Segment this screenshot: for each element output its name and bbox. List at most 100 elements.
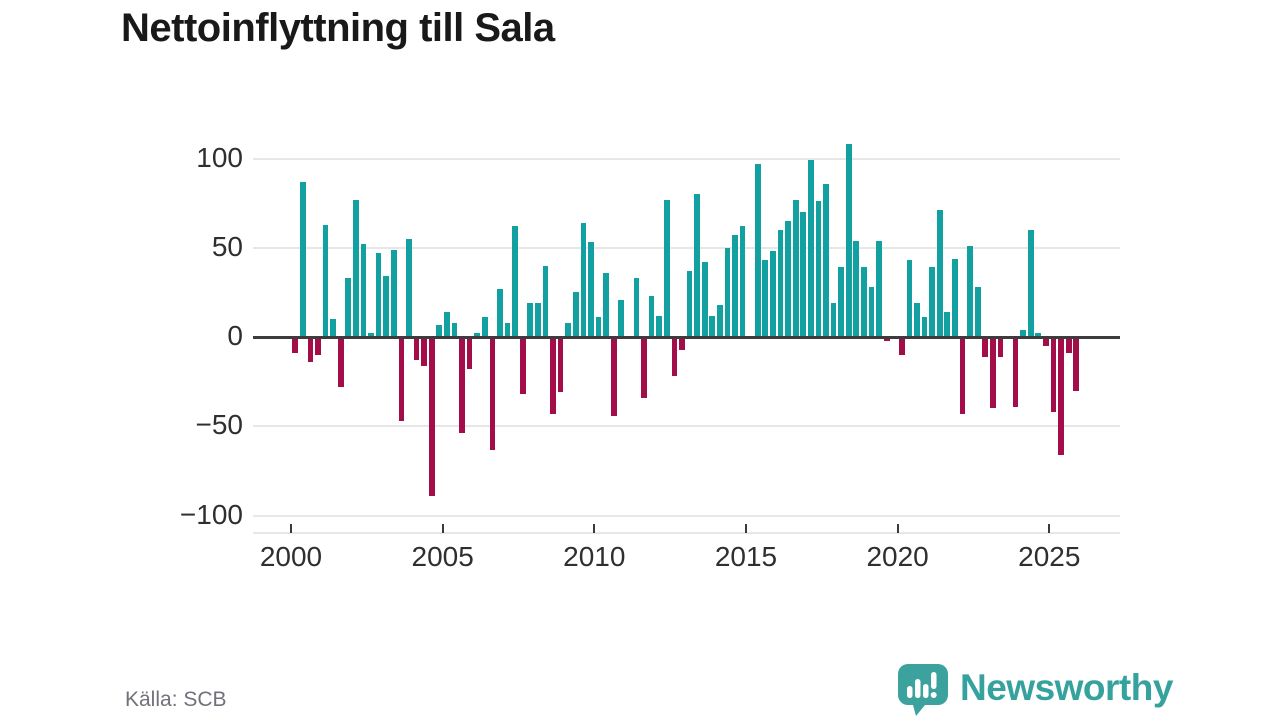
bar-2013-Q4 [709, 315, 716, 337]
y-axis-label: 50 [211, 231, 243, 262]
bar-2016-Q2 [785, 221, 791, 337]
bar-2019-Q1 [868, 287, 875, 337]
bar-2006-Q1 [474, 333, 481, 337]
bar-2007-Q1 [504, 322, 511, 337]
bar-2014-Q3 [732, 235, 738, 337]
bar-2000-Q2 [299, 181, 306, 337]
bar-2010-Q4 [618, 299, 625, 337]
newsworthy-logo[interactable]: Newsworthy [897, 663, 1173, 720]
bar-2016-Q1 [777, 229, 784, 337]
zero-baseline [253, 335, 1120, 339]
bar-2013-Q2 [694, 194, 700, 337]
bar-2005-Q2 [451, 322, 458, 337]
x-axis-tick-2025 [1048, 524, 1051, 533]
bar-2001-Q2 [330, 319, 336, 337]
y-axis-label: 0 [227, 320, 243, 351]
bar-2004-Q1 [413, 337, 420, 361]
x-axis-label-2025: 2025 [1018, 541, 1081, 572]
bar-2003-Q4 [406, 238, 412, 337]
bar-2017-Q1 [807, 160, 814, 337]
bar-2024-Q3 [1035, 333, 1042, 337]
bar-2011-Q4 [648, 295, 655, 337]
bar-2002-Q1 [353, 199, 359, 337]
gridline-100 [253, 158, 1120, 160]
bar-2021-Q1 [929, 267, 936, 337]
bar-2013-Q1 [686, 271, 693, 337]
bar-2002-Q3 [368, 333, 374, 337]
bar-2014-Q1 [716, 304, 723, 337]
x-axis-tick-2010 [593, 524, 596, 533]
bar-2005-Q1 [444, 312, 450, 337]
bar-2022-Q3 [974, 287, 981, 337]
bar-2024-Q2 [1027, 229, 1034, 337]
bar-2025-Q2 [1058, 337, 1064, 455]
bar-2015-Q2 [754, 163, 761, 337]
y-axis-label: −50 [195, 409, 244, 440]
bar-2009-Q4 [588, 242, 594, 337]
bar-2021-Q2 [936, 210, 943, 337]
x-axis-line [253, 532, 1120, 534]
bar-2023-Q4 [1012, 337, 1019, 407]
x-axis-tick-2020 [896, 524, 899, 533]
bar-2008-Q2 [542, 265, 549, 337]
bar-2008-Q4 [557, 337, 564, 393]
bar-2020-Q1 [898, 337, 905, 355]
bar-2014-Q4 [739, 226, 746, 337]
bar-2011-Q3 [641, 337, 647, 398]
bar-2012-Q2 [663, 199, 670, 337]
x-axis-tick-2005 [441, 524, 444, 533]
y-axis-label: −100 [179, 499, 243, 530]
bar-2006-Q2 [481, 317, 488, 337]
bar-2012-Q1 [656, 315, 663, 337]
bar-2005-Q4 [466, 337, 473, 370]
bar-2020-Q2 [906, 260, 913, 337]
bar-2015-Q4 [770, 251, 776, 337]
bar-2010-Q2 [603, 272, 609, 337]
newsworthy-bubble-chart-icon [897, 663, 949, 720]
bar-2007-Q4 [527, 303, 534, 337]
x-axis-label-2020: 2020 [866, 541, 929, 572]
bar-2021-Q3 [944, 312, 951, 337]
bar-2021-Q4 [952, 258, 958, 337]
bar-2003-Q2 [390, 249, 397, 337]
bar-2019-Q3 [883, 337, 890, 341]
gridline--100 [253, 515, 1120, 517]
bar-2014-Q2 [724, 247, 731, 338]
bar-2024-Q4 [1043, 337, 1049, 346]
bar-2022-Q1 [959, 337, 966, 414]
bar-2003-Q3 [398, 337, 405, 421]
bar-2000-Q1 [292, 337, 299, 354]
bar-2017-Q4 [830, 303, 837, 337]
bar-2000-Q4 [315, 337, 321, 355]
bar-2001-Q4 [345, 278, 352, 337]
bar-2025-Q1 [1050, 337, 1057, 412]
bar-2023-Q2 [997, 337, 1004, 357]
bar-2012-Q4 [679, 337, 685, 350]
bar-2017-Q3 [823, 183, 829, 337]
bar-2002-Q2 [360, 244, 367, 337]
bar-2003-Q1 [383, 276, 390, 337]
bar-2008-Q3 [550, 337, 556, 414]
bar-2022-Q2 [967, 246, 973, 337]
bar-2004-Q3 [428, 337, 435, 496]
source-note: Källa: SCB [125, 688, 227, 711]
bar-2001-Q1 [322, 224, 329, 337]
gridline--50 [253, 425, 1120, 427]
bar-2008-Q1 [535, 303, 541, 337]
bar-2017-Q2 [815, 201, 822, 337]
bar-2009-Q3 [580, 222, 587, 337]
x-axis-label-2005: 2005 [411, 541, 474, 572]
bar-2007-Q2 [512, 226, 518, 337]
bar-2000-Q3 [307, 337, 314, 362]
bar-2006-Q3 [489, 337, 496, 450]
bar-2012-Q3 [671, 337, 678, 377]
y-axis-label: 100 [196, 142, 243, 173]
x-axis-label-2000: 2000 [259, 541, 323, 572]
bar-2018-Q4 [861, 267, 867, 337]
x-axis-label-2010: 2010 [563, 541, 626, 572]
gridline-50 [253, 247, 1120, 249]
bar-2025-Q3 [1065, 337, 1072, 354]
bar-2010-Q1 [595, 317, 602, 337]
newsworthy-wordmark: Newsworthy [960, 667, 1173, 708]
